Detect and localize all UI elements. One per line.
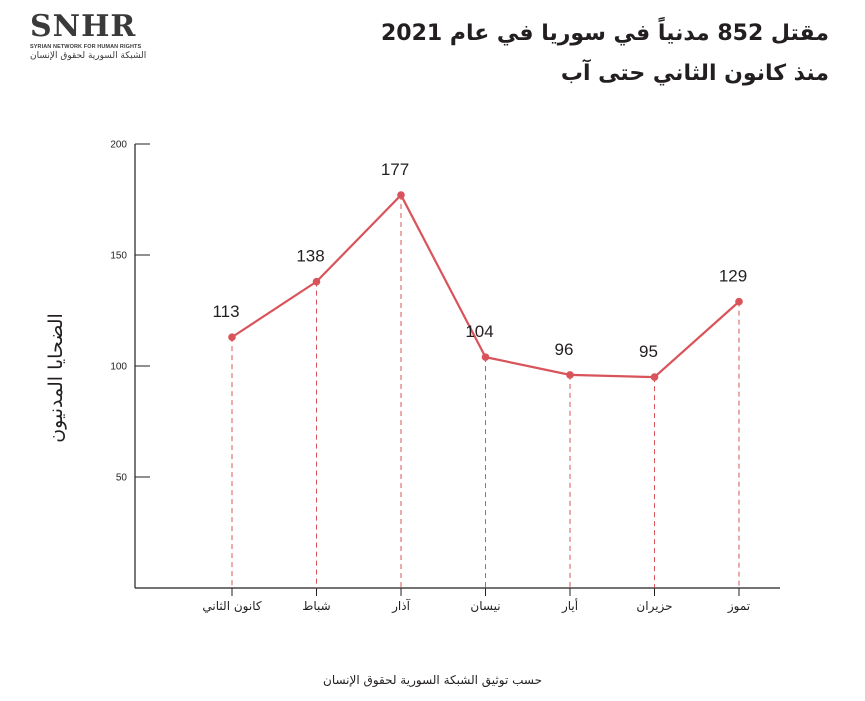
x-tick-label: نيسان bbox=[470, 599, 500, 613]
data-point bbox=[312, 277, 321, 286]
data-label: 138 bbox=[296, 247, 324, 266]
source-note: حسب توثيق الشبكة السورية لحقوق الإنسان bbox=[323, 673, 542, 687]
data-point bbox=[650, 373, 659, 381]
x-tick-label: أيار bbox=[561, 598, 578, 614]
data-label: 129 bbox=[719, 267, 747, 286]
chart-title-block: مقتل 852 مدنياً في سوريا في عام 2021 منذ… bbox=[381, 14, 829, 94]
data-label: 113 bbox=[212, 302, 239, 321]
y-tick-label: 50 bbox=[116, 473, 128, 484]
x-tick-label: شباط bbox=[302, 599, 330, 613]
data-label: 96 bbox=[555, 340, 574, 359]
data-point bbox=[397, 191, 405, 199]
data-point bbox=[566, 371, 574, 379]
data-point bbox=[735, 297, 743, 306]
y-tick-label: 150 bbox=[110, 251, 127, 262]
y-tick-label: 100 bbox=[110, 362, 127, 373]
data-label: 95 bbox=[639, 342, 658, 361]
x-tick-label: حزيران bbox=[636, 599, 672, 614]
logo-arabic-name: الشبكة السورية لحقوق الإنسان bbox=[30, 51, 147, 61]
y-tick-label: 200 bbox=[110, 140, 127, 151]
data-point bbox=[228, 333, 236, 341]
data-point bbox=[481, 353, 490, 361]
y-axis-label: الضحايا المدنيون bbox=[45, 313, 67, 443]
snhr-logo: SNHR SYRIAN NETWORK FOR HUMAN RIGHTS الش… bbox=[30, 9, 150, 62]
series-line bbox=[231, 193, 740, 379]
chart-subtitle: منذ كانون الثاني حتى آب bbox=[560, 61, 829, 86]
logo-mark: SNHR bbox=[30, 9, 137, 44]
logo-english-name: SYRIAN NETWORK FOR HUMAN RIGHTS bbox=[30, 44, 142, 50]
data-label: 177 bbox=[381, 160, 409, 179]
chart-title: مقتل 852 مدنياً في سوريا في عام 2021 bbox=[380, 21, 829, 46]
x-tick-label: كانون الثاني bbox=[202, 599, 261, 614]
x-tick-label: آذار bbox=[391, 598, 410, 614]
data-label: 104 bbox=[465, 322, 493, 341]
x-tick-label: تموز bbox=[727, 599, 750, 614]
